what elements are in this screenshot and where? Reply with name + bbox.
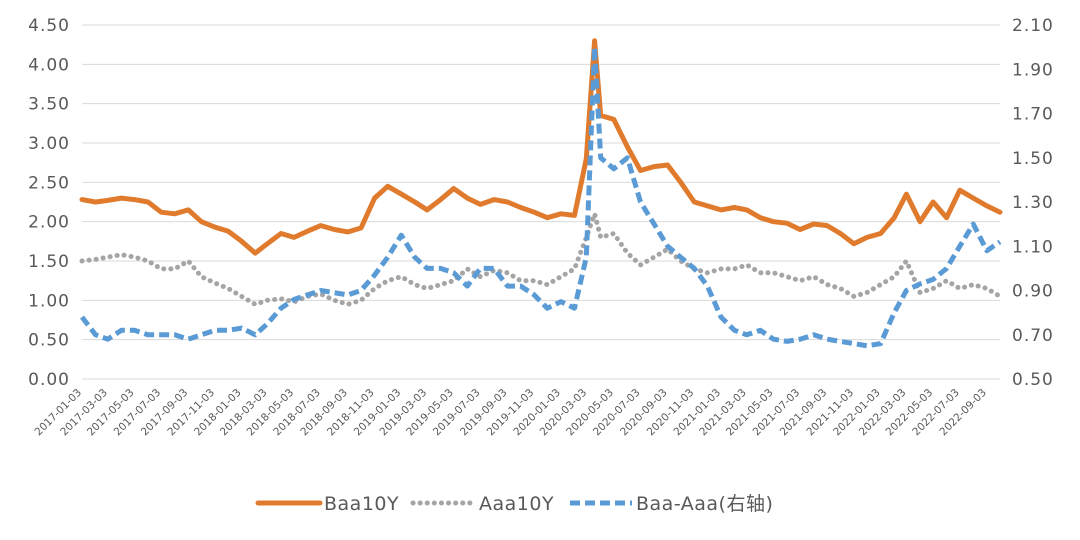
right-tick-label: 2.10 xyxy=(1012,16,1054,36)
left-tick-label: 3.00 xyxy=(28,134,70,154)
legend-label-1: Aaa10Y xyxy=(479,493,554,515)
left-tick-label: 3.50 xyxy=(28,95,70,115)
legend: Baa10Y Aaa10Y Baa-Aaa(右轴) xyxy=(255,493,773,515)
right-tick-label: 1.90 xyxy=(1012,60,1054,80)
series-line-1 xyxy=(79,211,1003,307)
right-tick-label: 0.50 xyxy=(1012,370,1054,390)
left-tick-label: 2.00 xyxy=(28,213,70,233)
right-tick-label: 0.70 xyxy=(1012,326,1054,346)
left-tick-label: 2.50 xyxy=(28,173,70,193)
right-tick-label: 1.70 xyxy=(1012,105,1054,125)
grid-lines xyxy=(82,24,1000,380)
right-tick-label: 1.30 xyxy=(1012,193,1054,213)
left-tick-label: 4.50 xyxy=(28,16,70,36)
right-tick-label: 1.10 xyxy=(1012,237,1054,257)
left-tick-label: 0.00 xyxy=(28,370,70,390)
left-tick-label: 1.50 xyxy=(28,252,70,272)
x-axis-ticks: 2017-01-032017-03-032017-05-032017-07-03… xyxy=(32,387,989,439)
series-line-2 xyxy=(80,44,1002,349)
legend-label-2: Baa-Aaa(右轴) xyxy=(636,493,773,515)
series-lines xyxy=(79,38,1003,349)
right-tick-label: 0.90 xyxy=(1012,282,1054,302)
left-tick-label: 1.00 xyxy=(28,291,70,311)
left-axis-ticks: 0.00 0.50 1.00 1.50 2.00 2.50 3.00 3.50 4.00 4.50 xyxy=(28,16,70,390)
right-tick-label: 1.50 xyxy=(1012,149,1054,169)
left-tick-label: 0.50 xyxy=(28,331,70,351)
legend-label-0: Baa10Y xyxy=(324,493,399,515)
left-tick-label: 4.00 xyxy=(28,55,70,75)
series-line-0 xyxy=(79,38,1003,256)
right-axis-ticks: 0.50 0.70 0.90 1.10 1.30 1.50 1.70 1.90 2.10 xyxy=(1012,16,1054,390)
